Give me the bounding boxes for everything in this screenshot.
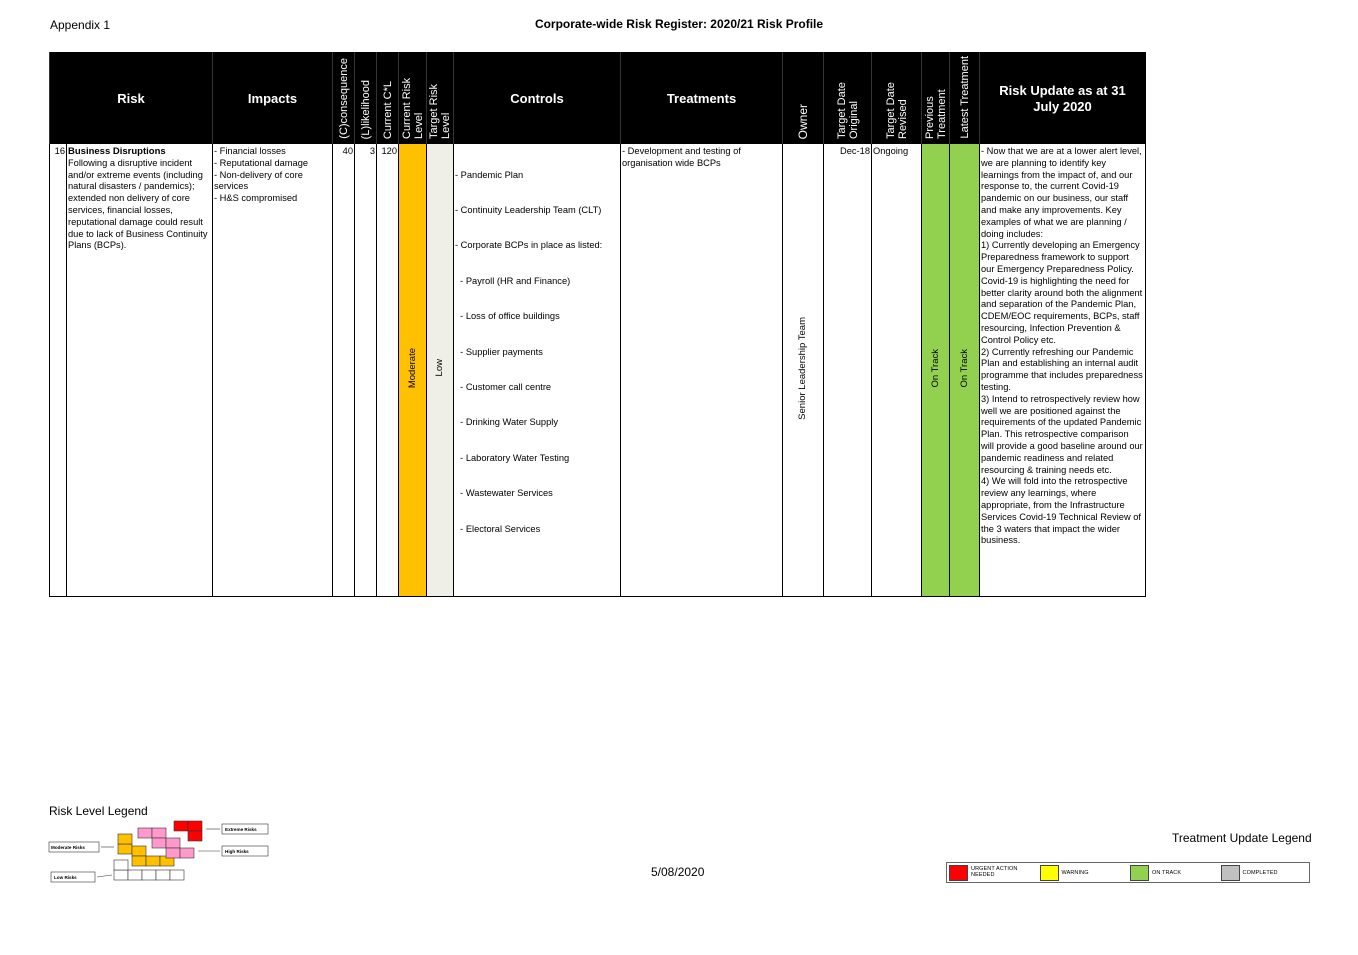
col-impacts: Impacts [212, 52, 333, 144]
control-item: - Loss of office buildings [455, 311, 560, 322]
risk-update-cell: - Now that we are at a lower alert level… [979, 144, 1146, 597]
warning-swatch [1039, 864, 1059, 881]
col-controls: Controls [453, 52, 621, 144]
previous-treatment-cell: On Track [921, 144, 950, 597]
likelihood-value: 3 [354, 144, 377, 597]
current-cl-value: 120 [376, 144, 399, 597]
impact-item: - Non-delivery of core services [214, 169, 303, 192]
treatments-cell: - Development and testing of organisatio… [620, 144, 783, 597]
col-current-cl: Current C*L [381, 80, 394, 139]
owner-value: Senior Leadership Team [797, 316, 809, 420]
impact-item: - Reputational damage [214, 157, 309, 168]
urgent-label: URGENT ACTION NEEDED [971, 866, 1018, 878]
legend-item-completed: COMPLETED [1219, 863, 1310, 882]
risk-level-legend-graphic: Extreme Risks High Risks Moderate Risks … [48, 820, 269, 883]
impact-item: - Financial losses [214, 146, 286, 156]
appendix-label: Appendix 1 [50, 18, 111, 32]
control-item: - Laboratory Water Testing [455, 452, 570, 463]
control-item: - Wastewater Services [455, 488, 553, 499]
control-item: - Drinking Water Supply [455, 417, 558, 428]
target-date-original: Dec-18 [823, 144, 872, 597]
legend-item-warning: WARNING [1038, 863, 1129, 882]
latest-treatment-cell: On Track [949, 144, 980, 597]
high-risks-label: High Risks [225, 849, 249, 854]
warning-label: WARNING [1061, 869, 1089, 876]
moderate-risks-label: Moderate Risks [51, 845, 85, 850]
report-date: 5/08/2020 [651, 865, 705, 879]
current-risk-level-value: Moderate [406, 348, 418, 389]
col-target-risk-level: Target Risk Level [428, 83, 452, 139]
col-risk: Risk [49, 52, 213, 144]
low-risks-label: Low Risks [54, 875, 77, 880]
impacts-cell: - Financial losses - Reputational damage… [212, 144, 333, 597]
risk-description: Following a disruptive incident and/or e… [68, 157, 208, 251]
table-row: 16 Business Disruptions Following a disr… [49, 144, 1146, 597]
target-date-revised: Ongoing [871, 144, 922, 597]
completed-label: COMPLETED [1242, 869, 1278, 876]
control-item: - Supplier payments [455, 346, 543, 357]
control-item: - Corporate BCPs in place as listed: [455, 240, 603, 251]
col-latest-treatment: Latest Treatment [958, 56, 971, 139]
risk-register-table: Risk Impacts (C)consequence (L)likelihoo… [49, 52, 1146, 597]
page-title: Corporate-wide Risk Register: 2020/21 Ri… [534, 17, 824, 31]
controls-cell: - Pandemic Plan - Continuity Leadership … [453, 144, 621, 597]
col-consequence: (C)consequence [337, 58, 350, 139]
col-likelihood: (L)likelihood [359, 79, 372, 139]
extreme-risks-label: Extreme Risks [225, 827, 257, 832]
col-treatments: Treatments [620, 52, 783, 144]
col-target-date-original: Target Date Original [835, 82, 860, 139]
completed-swatch [1220, 864, 1240, 881]
legend-item-on-track: ON TRACK [1128, 863, 1219, 882]
consequence-value: 40 [332, 144, 355, 597]
col-current-risk-level: Current Risk Level [400, 77, 425, 139]
control-item: - Electoral Services [455, 523, 541, 534]
col-target-date-revised: Target Date Revised [884, 82, 909, 139]
on-track-swatch [1130, 864, 1149, 881]
previous-treatment-value: On Track [929, 348, 941, 388]
control-item: - Customer call centre [455, 381, 552, 392]
risk-cell: Business Disruptions Following a disrupt… [66, 144, 213, 597]
control-item: - Pandemic Plan [455, 169, 524, 180]
latest-treatment-value: On Track [958, 348, 970, 388]
col-owner: Owner [796, 103, 810, 139]
urgent-swatch [949, 864, 968, 881]
col-risk-update: Risk Update as at 31 July 2020 [979, 52, 1146, 144]
risk-number: 16 [49, 144, 67, 597]
risk-title: Business Disruptions [68, 146, 166, 157]
control-item: - Continuity Leadership Team (CLT) [455, 204, 602, 215]
target-risk-level-cell: Low [426, 144, 454, 597]
control-item: - Payroll (HR and Finance) [455, 275, 571, 286]
owner-cell: Senior Leadership Team [782, 144, 824, 597]
risk-legend-label: Risk Level Legend [49, 804, 148, 818]
impact-item: - H&S compromised [214, 193, 298, 204]
current-risk-level-cell: Moderate [398, 144, 427, 597]
treatment-update-legend: URGENT ACTION NEEDED WARNING ON TRACK CO… [946, 862, 1310, 883]
target-risk-level-value: Low [434, 359, 446, 377]
on-track-label: ON TRACK [1152, 869, 1182, 876]
treatment-legend-label: Treatment Update Legend [1172, 831, 1312, 845]
legend-item-urgent: URGENT ACTION NEEDED [947, 863, 1038, 882]
col-previous-treatment: Previous Treatment [923, 89, 948, 139]
